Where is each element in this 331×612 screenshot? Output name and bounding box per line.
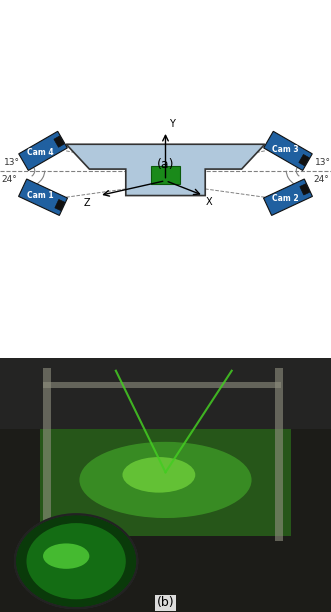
Bar bbox=[43, 368, 51, 541]
Text: (a): (a) bbox=[157, 158, 174, 171]
FancyBboxPatch shape bbox=[264, 132, 312, 170]
Bar bbox=[43, 382, 281, 389]
Ellipse shape bbox=[122, 457, 195, 493]
FancyBboxPatch shape bbox=[151, 166, 180, 184]
FancyBboxPatch shape bbox=[300, 184, 310, 195]
Bar bbox=[0, 358, 331, 429]
Text: 13°: 13° bbox=[4, 158, 20, 167]
Text: X: X bbox=[206, 197, 213, 207]
Text: Y: Y bbox=[169, 119, 175, 129]
Ellipse shape bbox=[79, 442, 252, 518]
Text: Cam 2: Cam 2 bbox=[272, 194, 298, 203]
FancyBboxPatch shape bbox=[19, 179, 68, 215]
Ellipse shape bbox=[43, 543, 89, 569]
Text: 24°: 24° bbox=[2, 175, 18, 184]
Bar bbox=[40, 429, 291, 536]
FancyBboxPatch shape bbox=[299, 154, 309, 166]
Text: Cam 4: Cam 4 bbox=[27, 148, 54, 157]
Text: Cam 3: Cam 3 bbox=[272, 144, 299, 154]
Circle shape bbox=[15, 514, 137, 608]
FancyBboxPatch shape bbox=[19, 132, 67, 170]
Bar bbox=[275, 368, 283, 541]
FancyBboxPatch shape bbox=[263, 179, 312, 215]
Text: Cam 1: Cam 1 bbox=[27, 192, 53, 200]
Ellipse shape bbox=[26, 523, 126, 599]
FancyBboxPatch shape bbox=[55, 200, 65, 211]
Text: 13°: 13° bbox=[315, 158, 331, 167]
FancyBboxPatch shape bbox=[54, 136, 64, 147]
Text: Z: Z bbox=[84, 198, 90, 208]
Polygon shape bbox=[66, 144, 265, 196]
Text: 24°: 24° bbox=[314, 175, 330, 184]
Text: (b): (b) bbox=[157, 597, 174, 610]
